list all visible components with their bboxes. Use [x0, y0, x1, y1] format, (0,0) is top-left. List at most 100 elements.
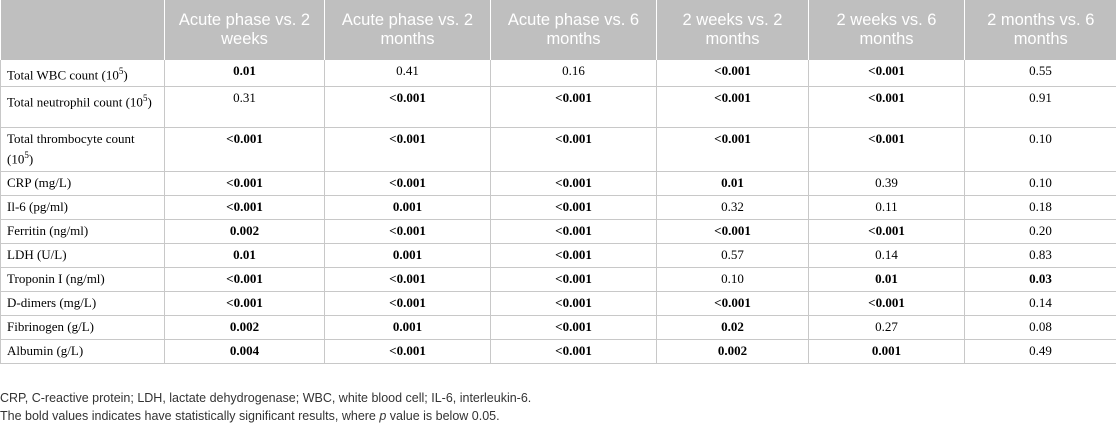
- p-value-cell: <0.001: [808, 291, 965, 316]
- table-row: Total WBC count (105) 0.01 0.41 0.16 <0.001 <…: [0, 60, 1116, 88]
- p-value-cell: <0.001: [324, 127, 491, 172]
- header-2-weeks-vs-2-months: 2 weeks vs. 2 months: [656, 0, 809, 60]
- p-value-cell: <0.001: [490, 339, 657, 364]
- p-value-cell: 0.01: [164, 60, 325, 88]
- row-label-text: Total WBC count (10: [7, 67, 119, 83]
- row-label: CRP (mg/L): [0, 171, 165, 196]
- p-value-cell: 0.001: [324, 315, 491, 340]
- p-value-cell: 0.18: [964, 195, 1116, 220]
- p-value-cell: <0.001: [324, 291, 491, 316]
- row-label-text: Albumin (g/L): [7, 342, 84, 358]
- row-label: Ferritin (ng/ml): [0, 219, 165, 244]
- row-label: Total neutrophil count (105): [0, 86, 165, 129]
- header-acute-vs-6-months: Acute phase vs. 6 months: [490, 0, 657, 60]
- p-value-cell: 0.001: [324, 195, 491, 220]
- header-acute-vs-2-weeks: Acute phase vs. 2 weeks: [164, 0, 325, 60]
- p-value-cell: <0.001: [490, 315, 657, 340]
- row-label: Albumin (g/L): [0, 339, 165, 364]
- p-value-cell: <0.001: [490, 267, 657, 292]
- row-label-text: LDH (U/L): [7, 246, 67, 262]
- footnote-significance: The bold values indicates have statistic…: [0, 409, 500, 423]
- p-value-cell: 0.002: [164, 315, 325, 340]
- p-value-cell: <0.001: [164, 267, 325, 292]
- p-value-cell: 0.02: [656, 315, 809, 340]
- row-label: D-dimers (mg/L): [0, 291, 165, 316]
- p-value-cell: 0.55: [964, 60, 1116, 88]
- p-value-cell: 0.41: [324, 60, 491, 88]
- p-value-cell: 0.01: [808, 267, 965, 292]
- row-label: Il-6 (pg/ml): [0, 195, 165, 220]
- p-value-cell: 0.01: [164, 243, 325, 268]
- p-value-cell: <0.001: [656, 219, 809, 244]
- p-value-cell: <0.001: [490, 219, 657, 244]
- table-row: LDH (U/L) 0.01 0.001 <0.001 0.57 0.14 0.83: [0, 243, 1116, 268]
- row-label-close: ): [147, 94, 152, 110]
- p-value-cell: 0.16: [490, 60, 657, 88]
- table-row: Total thrombocyte count (105) <0.001 <0.00…: [0, 127, 1116, 172]
- p-value-cell: <0.001: [656, 127, 809, 172]
- p-value-cell: <0.001: [656, 291, 809, 316]
- p-value-table: Acute phase vs. 2 weeks Acute phase vs. …: [0, 0, 1116, 364]
- p-value-cell: 0.03: [964, 267, 1116, 292]
- p-value-cell: 0.91: [964, 86, 1116, 129]
- table-row: Il-6 (pg/ml) <0.001 0.001 <0.001 0.32 0.11 0.1…: [0, 195, 1116, 220]
- p-value-cell: <0.001: [490, 86, 657, 129]
- header-acute-vs-2-months: Acute phase vs. 2 months: [324, 0, 491, 60]
- p-value-cell: 0.004: [164, 339, 325, 364]
- row-label: Total WBC count (105): [0, 60, 165, 88]
- row-label-exponent: 5: [142, 93, 148, 104]
- p-value-cell: <0.001: [164, 127, 325, 172]
- p-value-cell: <0.001: [808, 60, 965, 88]
- table-row: Total neutrophil count (105) 0.31 <0.001 <0…: [0, 86, 1116, 129]
- row-label-text: Total thrombocyte count (10: [7, 131, 135, 167]
- p-value-cell: <0.001: [490, 243, 657, 268]
- row-label-close: ): [123, 67, 128, 83]
- p-value-cell: 0.20: [964, 219, 1116, 244]
- row-label-text: D-dimers (mg/L): [7, 294, 97, 310]
- p-value-cell: <0.001: [490, 127, 657, 172]
- row-label-text: Ferritin (ng/ml): [7, 222, 89, 238]
- p-value-cell: 0.10: [964, 127, 1116, 172]
- p-value-cell: 0.57: [656, 243, 809, 268]
- row-label-exponent: 5: [24, 150, 29, 161]
- header-2-months-vs-6-months: 2 months vs. 6 months: [964, 0, 1116, 60]
- table-row: D-dimers (mg/L) <0.001 <0.001 <0.001 <0.001 <…: [0, 291, 1116, 316]
- p-value-cell: 0.49: [964, 339, 1116, 364]
- p-value-cell: <0.001: [164, 291, 325, 316]
- row-label-exponent: 5: [118, 66, 124, 76]
- p-value-cell: 0.10: [964, 171, 1116, 196]
- p-value-cell: 0.002: [164, 219, 325, 244]
- row-label-text: Total neutrophil count (10: [7, 94, 143, 110]
- row-label-close: ): [28, 151, 34, 167]
- p-value-cell: 0.14: [808, 243, 965, 268]
- p-value-cell: <0.001: [164, 195, 325, 220]
- row-label: Fibrinogen (g/L): [0, 315, 165, 340]
- p-value-cell: <0.001: [324, 171, 491, 196]
- p-value-cell: <0.001: [324, 267, 491, 292]
- table-row: Ferritin (ng/ml) 0.002 <0.001 <0.001 <0.001 <…: [0, 219, 1116, 244]
- p-value-cell: <0.001: [324, 219, 491, 244]
- p-value-cell: <0.001: [490, 195, 657, 220]
- p-value-cell: <0.001: [808, 219, 965, 244]
- p-value-cell: 0.39: [808, 171, 965, 196]
- p-value-cell: 0.11: [808, 195, 965, 220]
- p-value-cell: <0.001: [490, 171, 657, 196]
- p-value-cell: 0.01: [656, 171, 809, 196]
- p-value-cell: <0.001: [808, 127, 965, 172]
- p-value-cell: <0.001: [324, 86, 491, 129]
- table-row: Fibrinogen (g/L) 0.002 0.001 <0.001 0.02 0.27…: [0, 315, 1116, 340]
- p-value-cell: 0.83: [964, 243, 1116, 268]
- p-value-cell: 0.08: [964, 315, 1116, 340]
- footnote-significance-post: value is below 0.05.: [386, 409, 500, 423]
- table-header: Acute phase vs. 2 weeks Acute phase vs. …: [0, 0, 1116, 60]
- table-row: Albumin (g/L) 0.004 <0.001 <0.001 0.002 0.001…: [0, 339, 1116, 364]
- table-row: Troponin I (ng/ml) <0.001 <0.001 <0.001 0.10…: [0, 267, 1116, 292]
- row-label: LDH (U/L): [0, 243, 165, 268]
- row-label-text: Il-6 (pg/ml): [7, 198, 69, 214]
- p-value-cell: 0.32: [656, 195, 809, 220]
- table-row: CRP (mg/L) <0.001 <0.001 <0.001 0.01 0.39 0.10: [0, 171, 1116, 196]
- header-2-weeks-vs-6-months: 2 weeks vs. 6 months: [808, 0, 965, 60]
- p-value-cell: 0.002: [656, 339, 809, 364]
- p-value-cell: <0.001: [164, 171, 325, 196]
- footnote-p-symbol: p: [379, 409, 387, 423]
